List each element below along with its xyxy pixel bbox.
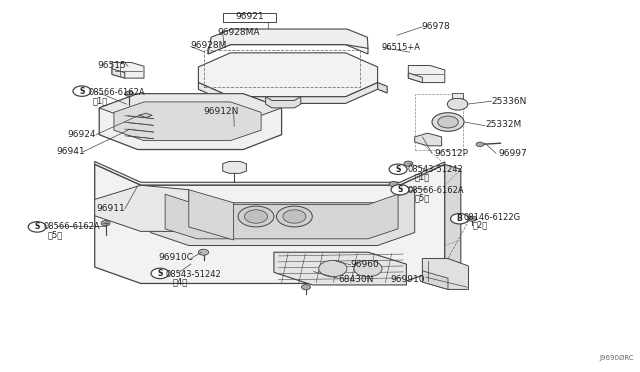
Bar [415,94,463,150]
Polygon shape [150,190,415,246]
Text: J9690ØRC: J9690ØRC [599,355,634,361]
Circle shape [238,206,274,227]
Text: 08543-51242: 08543-51242 [165,270,221,279]
Polygon shape [408,73,422,83]
Text: 08566-6162A: 08566-6162A [88,88,145,97]
Text: S: S [35,222,40,231]
Circle shape [125,91,134,96]
Text: 25336N: 25336N [492,97,527,106]
Text: 96911: 96911 [96,204,125,213]
Circle shape [73,86,91,96]
Text: （5）: （5） [415,193,430,202]
Text: 08566-6162A: 08566-6162A [44,222,100,231]
Polygon shape [208,29,368,54]
Circle shape [276,206,312,227]
Text: 969910: 969910 [390,275,425,284]
Text: （1）: （1） [415,172,430,181]
Text: 08543-51242: 08543-51242 [407,165,463,174]
Text: 96997: 96997 [498,149,527,158]
Polygon shape [95,185,189,231]
Text: 96921: 96921 [236,12,264,21]
Polygon shape [415,133,442,146]
Circle shape [451,214,468,224]
Circle shape [389,164,407,174]
Text: 68430N: 68430N [338,275,373,284]
Polygon shape [422,271,448,289]
Text: （2）: （2） [472,221,488,230]
Text: 96910C: 96910C [159,253,194,262]
Circle shape [468,216,477,221]
Text: 96912N: 96912N [204,107,239,116]
Circle shape [28,222,46,232]
Text: S: S [397,185,403,194]
Circle shape [151,268,169,279]
Text: （5）: （5） [48,231,63,240]
Polygon shape [452,93,463,98]
Text: S: S [157,269,163,278]
Circle shape [244,210,268,223]
Text: 08566-6162A: 08566-6162A [407,186,463,195]
Circle shape [354,260,382,277]
Text: 96960: 96960 [351,260,380,269]
Polygon shape [198,53,378,97]
Polygon shape [99,94,282,122]
Text: S: S [396,165,401,174]
Text: （4）: （4） [173,278,188,286]
Polygon shape [112,69,125,78]
Polygon shape [378,83,387,93]
Circle shape [101,221,110,226]
Circle shape [389,182,398,187]
Circle shape [432,113,464,131]
Polygon shape [99,94,282,150]
Polygon shape [208,39,368,54]
Text: 08146-6122G: 08146-6122G [464,213,521,222]
Circle shape [319,260,347,277]
Text: B: B [457,214,462,223]
Polygon shape [165,194,398,239]
Text: 96515+A: 96515+A [381,43,420,52]
Polygon shape [223,161,246,173]
Text: S: S [79,87,84,96]
Circle shape [283,210,306,223]
Text: 96512P: 96512P [434,149,468,158]
Text: （1）: （1） [93,96,108,105]
Polygon shape [112,62,144,78]
Text: 96928M: 96928M [191,41,227,50]
Text: 25332M: 25332M [485,120,522,129]
Bar [223,13,276,22]
Polygon shape [266,97,301,108]
Text: 96924: 96924 [67,130,96,139]
Polygon shape [189,190,234,240]
Text: 96941: 96941 [56,147,85,156]
Text: 96515: 96515 [97,61,126,70]
Polygon shape [95,164,445,283]
Polygon shape [408,65,445,83]
Bar [204,50,360,87]
Circle shape [447,98,468,110]
Circle shape [198,249,209,255]
Polygon shape [422,259,468,289]
Polygon shape [274,252,406,285]
Circle shape [391,185,409,195]
Circle shape [438,116,458,128]
Polygon shape [114,102,261,141]
Circle shape [476,142,484,147]
Polygon shape [95,161,445,185]
Polygon shape [198,83,378,103]
Text: 96978: 96978 [421,22,450,31]
Circle shape [404,161,413,166]
Polygon shape [445,164,461,272]
Text: 96928MA: 96928MA [218,28,260,37]
Polygon shape [140,113,152,118]
Circle shape [301,285,310,290]
Polygon shape [95,164,141,220]
